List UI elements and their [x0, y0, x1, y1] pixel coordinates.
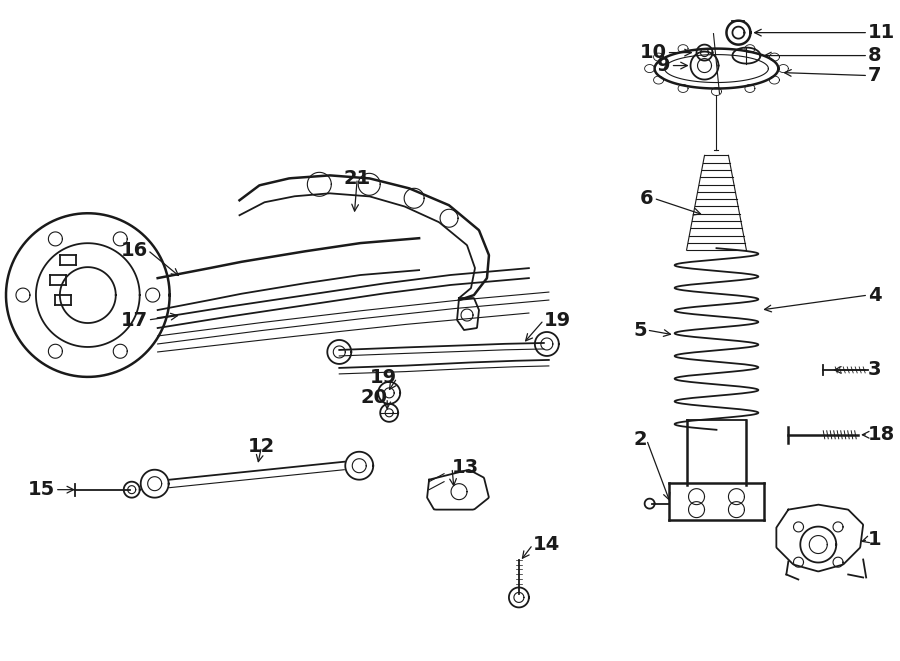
Text: 8: 8	[868, 46, 882, 65]
Text: 10: 10	[640, 43, 667, 62]
Text: 19: 19	[370, 368, 397, 387]
Text: 9: 9	[657, 56, 670, 75]
Text: 16: 16	[121, 241, 148, 260]
Text: 13: 13	[452, 458, 479, 477]
Text: 3: 3	[868, 360, 882, 379]
Text: 20: 20	[360, 389, 387, 407]
Text: 1: 1	[868, 530, 882, 549]
Text: 11: 11	[868, 23, 896, 42]
Text: 6: 6	[640, 189, 653, 208]
Text: 18: 18	[868, 425, 896, 444]
Text: 14: 14	[533, 535, 560, 554]
Text: 5: 5	[633, 321, 646, 340]
Text: 4: 4	[868, 286, 882, 305]
Text: 12: 12	[248, 438, 275, 456]
Text: 15: 15	[28, 480, 55, 499]
Text: 2: 2	[633, 430, 646, 449]
Text: 17: 17	[121, 311, 148, 330]
Text: 21: 21	[344, 169, 371, 188]
Text: 7: 7	[868, 66, 882, 85]
Text: 19: 19	[544, 311, 571, 330]
